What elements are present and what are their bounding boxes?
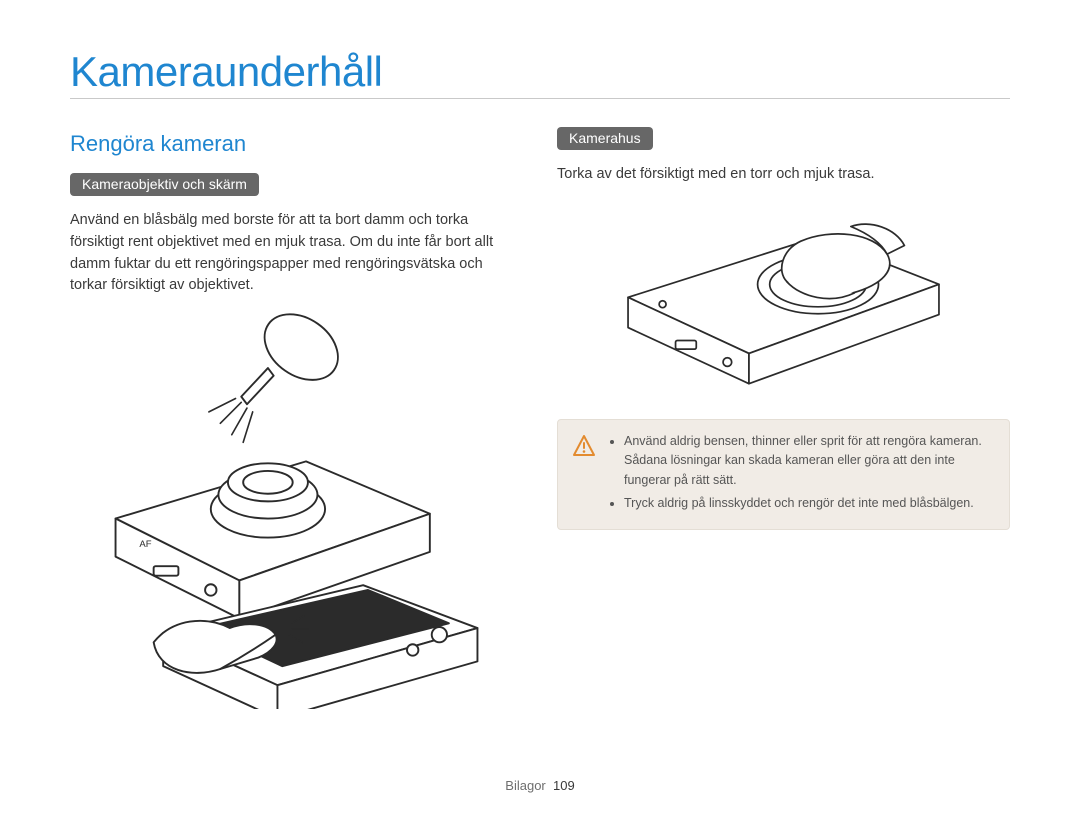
warning-item: Tryck aldrig på linsskyddet och rengör d… — [624, 494, 995, 513]
footer-label: Bilagor — [505, 778, 545, 793]
page-title: Kameraunderhåll — [70, 48, 1010, 96]
warning-box: Använd aldrig bensen, thinner eller spri… — [557, 419, 1010, 531]
section-title: Rengöra kameran — [70, 131, 523, 157]
pill-body: Kamerahus — [557, 127, 653, 150]
svg-text:AF: AF — [139, 539, 151, 550]
title-rule — [70, 98, 1010, 99]
page-footer: Bilagor 109 — [0, 778, 1080, 793]
lens-screen-text: Använd en blåsbälg med borste för att ta… — [70, 210, 523, 297]
left-column: Rengöra kameran Kameraobjektiv och skärm… — [70, 123, 523, 714]
warning-list: Använd aldrig bensen, thinner eller spri… — [608, 432, 995, 518]
body-text: Torka av det försiktigt med en torr och … — [557, 164, 1010, 186]
warning-icon — [572, 434, 596, 458]
body-wipe-illustration — [557, 198, 1010, 388]
warning-item: Använd aldrig bensen, thinner eller spri… — [624, 432, 995, 490]
pill-lens-screen: Kameraobjektiv och skärm — [70, 173, 259, 196]
right-column: Kamerahus Torka av det försiktigt med en… — [557, 123, 1010, 714]
columns: Rengöra kameran Kameraobjektiv och skärm… — [70, 123, 1010, 714]
lens-clean-illustration: AF — [70, 309, 523, 709]
page-number: 109 — [553, 778, 575, 793]
